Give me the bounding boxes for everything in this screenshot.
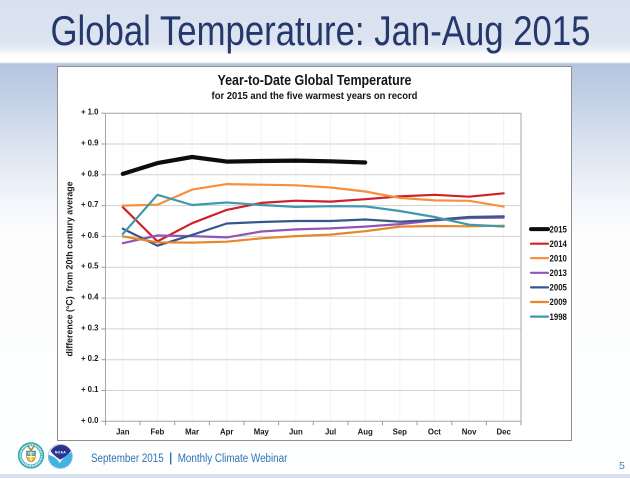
svg-text:Jul: Jul xyxy=(325,428,336,437)
svg-text:NOAA: NOAA xyxy=(55,451,67,455)
svg-text:2010: 2010 xyxy=(550,253,567,264)
svg-text:1998: 1998 xyxy=(550,312,567,323)
svg-text:Sep: Sep xyxy=(393,428,408,437)
svg-text:Jun: Jun xyxy=(289,428,303,437)
svg-text:Feb: Feb xyxy=(150,428,164,437)
svg-text:Oct: Oct xyxy=(428,428,441,437)
svg-text:2009: 2009 xyxy=(550,297,567,308)
svg-text:Jan: Jan xyxy=(116,428,130,437)
svg-text:difference (°C) from 20th cen: difference (°C) from 20th century averag… xyxy=(65,181,75,356)
svg-text:+ 0.4: + 0.4 xyxy=(81,293,99,302)
svg-text:Apr: Apr xyxy=(220,428,233,437)
svg-text:Aug: Aug xyxy=(358,428,373,437)
svg-text:Dec: Dec xyxy=(497,428,512,437)
svg-text:+ 1.0: + 1.0 xyxy=(81,108,99,117)
svg-text:2013: 2013 xyxy=(550,268,567,279)
svg-text:+ 0.3: + 0.3 xyxy=(81,323,99,332)
svg-text:Mar: Mar xyxy=(185,428,199,437)
svg-text:+ 0.6: + 0.6 xyxy=(81,231,99,240)
svg-text:+ 0.7: + 0.7 xyxy=(81,200,99,209)
svg-text:+ 0.0: + 0.0 xyxy=(81,416,99,425)
svg-text:+ 0.1: + 0.1 xyxy=(81,385,99,394)
svg-text:May: May xyxy=(254,428,270,437)
svg-text:2014: 2014 xyxy=(550,239,568,250)
svg-text:+ 0.5: + 0.5 xyxy=(81,262,99,271)
svg-text:2015: 2015 xyxy=(550,224,568,235)
svg-text:+ 0.8: + 0.8 xyxy=(81,169,99,178)
svg-text:Nov: Nov xyxy=(462,428,477,437)
svg-text:+ 0.2: + 0.2 xyxy=(81,354,99,363)
svg-text:2005: 2005 xyxy=(550,283,568,294)
svg-text:+ 0.9: + 0.9 xyxy=(81,139,99,148)
